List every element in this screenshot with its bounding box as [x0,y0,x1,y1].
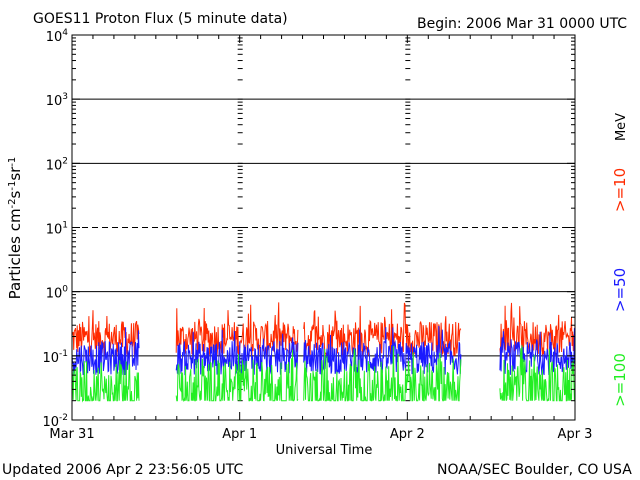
y-tick-label: 101 [46,221,68,238]
x-tick-labels: Mar 31 Apr 1 Apr 2 Apr 3 [49,427,592,442]
series-line [499,328,576,376]
y-tick-label: 10-2 [42,413,68,430]
legend-label: >=100 [611,353,629,407]
y-tick-base: 10 [46,158,63,173]
chart-title: GOES11 Proton Flux (5 minute data) [33,11,288,27]
series-line [71,360,140,403]
series-ge100 [71,345,575,403]
legend-label: >=50 [611,268,629,312]
y-tick-label: 103 [46,92,68,109]
x-tick-label: Apr 1 [222,427,257,442]
y-tick-exponent: 4 [62,28,68,38]
y-tick-label: 102 [46,156,68,173]
y-axis-label: Particles cm-2s-1sr-1 [6,157,24,300]
y-tick-exponent: 3 [62,92,68,102]
y-tick-label: 100 [46,285,69,302]
series-ge10 [71,302,576,357]
y-tick-exponent: -2 [59,413,68,423]
legend-label: >=10 [611,168,629,212]
x-axis-label: Universal Time [276,443,373,458]
begin-timestamp: Begin: 2006 Mar 31 0000 UTC [417,16,628,32]
x-tick-label: Apr 3 [558,427,593,442]
day-divider-ticks [237,37,411,421]
unit-label: MeV [614,113,629,141]
series-line [303,302,462,357]
y-tick-exponent: 0 [62,285,68,295]
y-tick-base: 10 [42,415,59,430]
reference-lines [72,98,575,357]
y-tick-exponent: 1 [62,221,68,231]
y-tick-label: 10-1 [42,349,68,366]
series-line [303,345,462,402]
y-tick-exponent: -1 [59,349,68,359]
series-layer [71,302,576,403]
series-line [499,345,575,402]
y-tick-base: 10 [46,94,63,109]
y-tick-base: 10 [46,287,63,302]
y-tick-exponent: 2 [62,156,68,166]
updated-timestamp: Updated 2006 Apr 2 23:56:05 UTC [2,462,244,478]
series-line [175,349,299,403]
series-line [71,327,140,376]
series-line [175,302,299,357]
x-tick-label: Mar 31 [49,427,94,442]
series-line [499,302,576,356]
axis-ticks [71,35,576,421]
y-tick-label: 104 [46,28,69,45]
legend-labels: >=10 >=50 >=100 MeV [611,113,629,407]
credit-label: NOAA/SEC Boulder, CO USA [437,462,632,478]
y-tick-base: 10 [46,30,63,45]
series-line [71,310,140,356]
x-tick-label: Apr 2 [390,427,425,442]
y-tick-base: 10 [42,351,59,366]
y-tick-base: 10 [46,223,63,238]
